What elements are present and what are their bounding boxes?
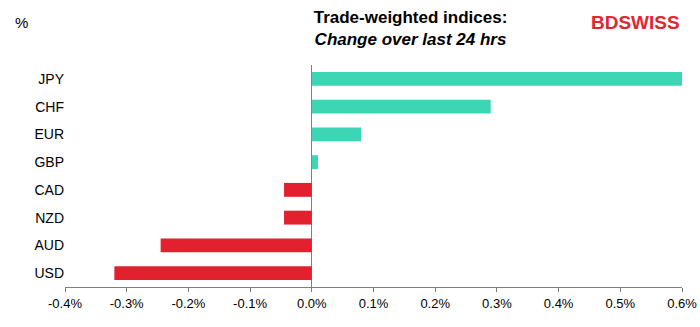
svg-text:-0.4%: -0.4% — [48, 296, 82, 311]
svg-text:%: % — [15, 14, 28, 31]
svg-text:JPY: JPY — [38, 71, 64, 87]
svg-text:-0.1%: -0.1% — [233, 296, 267, 311]
svg-text:NZD: NZD — [35, 210, 64, 226]
svg-text:Trade-weighted indices:Change: Trade-weighted indices:Change over last … — [314, 8, 508, 49]
svg-text:-0.2%: -0.2% — [171, 296, 205, 311]
svg-text:0.4%: 0.4% — [544, 296, 574, 311]
svg-text:BDSWISS: BDSWISS — [591, 12, 680, 33]
svg-text:GBP: GBP — [34, 154, 64, 170]
svg-text:AUD: AUD — [34, 237, 64, 253]
svg-text:0.2%: 0.2% — [420, 296, 450, 311]
svg-text:-0.3%: -0.3% — [110, 296, 144, 311]
svg-text:0.3%: 0.3% — [482, 296, 512, 311]
svg-text:0.1%: 0.1% — [359, 296, 389, 311]
svg-text:EUR: EUR — [34, 126, 64, 142]
svg-text:0.0%: 0.0% — [297, 296, 327, 311]
svg-text:CAD: CAD — [34, 182, 64, 198]
svg-text:USD: USD — [34, 265, 64, 281]
svg-text:0.6%: 0.6% — [667, 296, 697, 311]
svg-text:CHF: CHF — [35, 99, 64, 115]
svg-text:0.5%: 0.5% — [605, 296, 635, 311]
